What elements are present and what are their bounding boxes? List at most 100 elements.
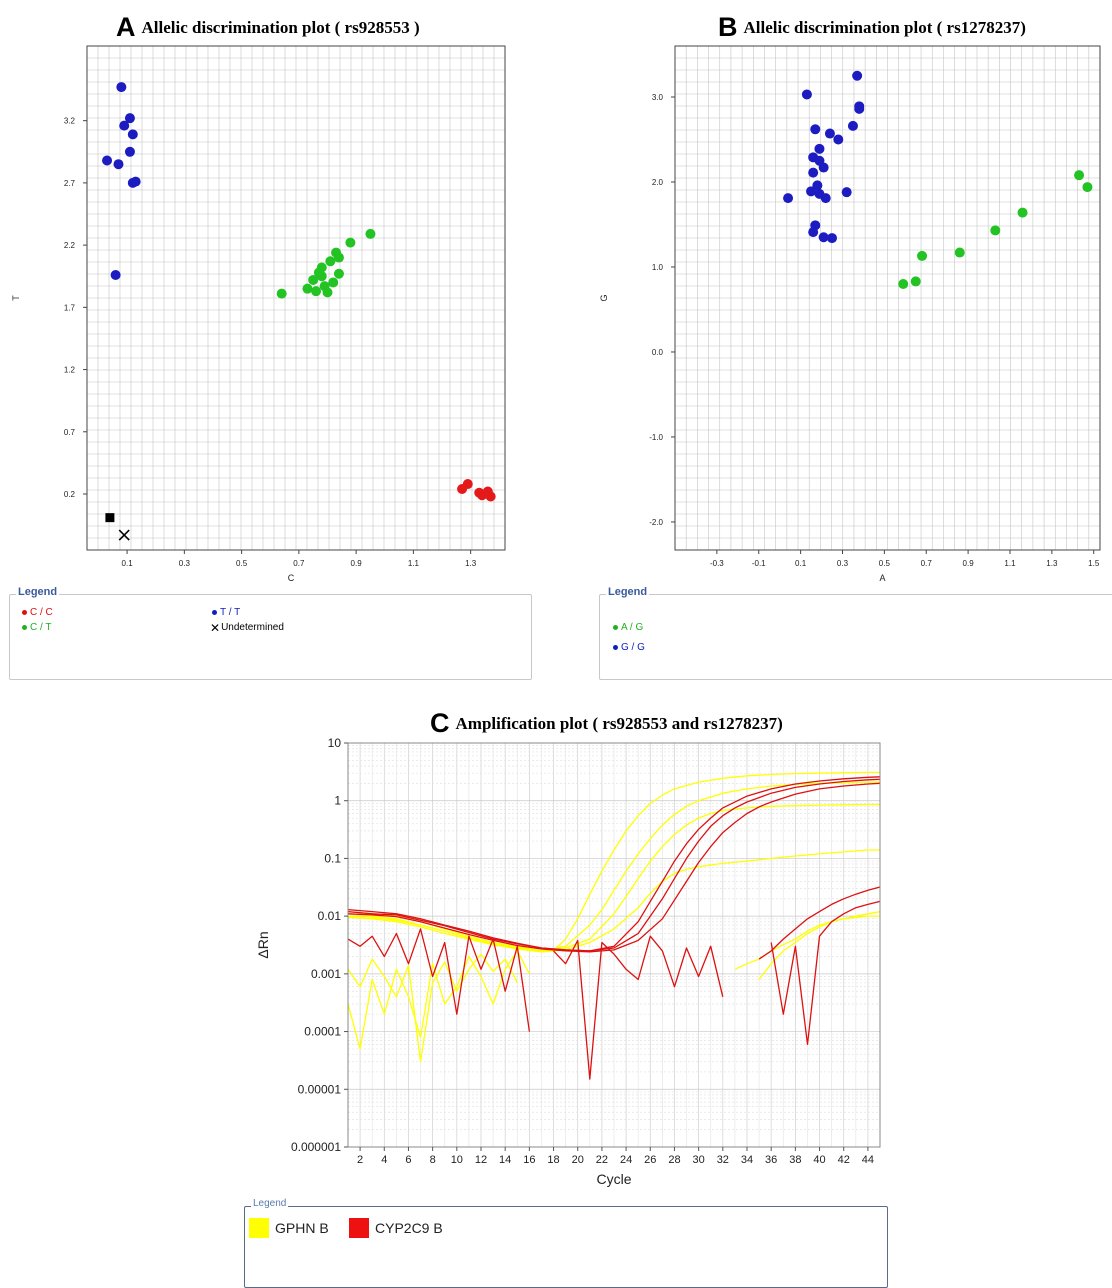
x-tick-label: 1.1 — [408, 559, 420, 568]
data-point — [1017, 207, 1028, 218]
panel-b-title-text: Allelic discrimination plot ( rs1278237) — [743, 18, 1026, 37]
legend-b-item-ag: A / G — [613, 622, 643, 633]
data-point — [898, 278, 909, 289]
x-tick-label: 16 — [523, 1154, 535, 1166]
data-point — [910, 276, 921, 287]
x-tick-label: 20 — [572, 1154, 584, 1166]
x-tick-label: 4 — [381, 1154, 387, 1166]
y-tick-label: 2.0 — [652, 178, 664, 187]
legend-panel-c: Legend GPHN B CYP2C9 B — [244, 1198, 888, 1288]
legend-a-item-undetermined: ✕ Undetermined — [210, 620, 284, 635]
panel-c-title-text: Amplification plot ( rs928553 and rs1278… — [455, 714, 783, 733]
x-tick-label: 36 — [765, 1154, 777, 1166]
legend-panel-a: Legend C / C C / T T / T ✕ Undetermined — [9, 586, 532, 680]
x-tick-label: 0.9 — [963, 559, 975, 568]
series-line-cyp2c9-b-8 — [347, 776, 881, 952]
data-point — [827, 233, 838, 244]
data-point — [783, 193, 794, 204]
y-axis-label: T — [11, 295, 21, 301]
legend-a-cc-dot-icon — [22, 610, 27, 615]
x-tick-label: 12 — [475, 1154, 487, 1166]
panel-a-letter: A — [116, 12, 136, 42]
y-tick-label: 1.0 — [652, 263, 664, 272]
panel-a-title-text: Allelic discrimination plot ( rs928553 ) — [141, 18, 420, 37]
data-point — [311, 286, 322, 297]
scatter-plot-b: -0.3 -0.1 0.1 0.3 0.5 0.7 0.9 1.1 1.3 1.5 3.0 2.0 1.… — [599, 45, 1101, 583]
grid-lines — [674, 45, 1101, 551]
series-line-gphn-b-0 — [347, 771, 880, 952]
y-tick-label: -1.0 — [649, 433, 663, 442]
data-point — [808, 167, 819, 178]
data-point — [1074, 170, 1085, 181]
data-point — [818, 232, 829, 243]
x-axis-label: C — [288, 573, 295, 583]
data-point-cross — [118, 529, 130, 541]
legend-c-cyp-swatch-icon — [349, 1218, 369, 1238]
x-tick-label: 1.5 — [1088, 559, 1100, 568]
legend-b-title: Legend — [606, 586, 650, 598]
x-tick-label: 0.5 — [879, 559, 891, 568]
y-tick-label: 0.0001 — [304, 1025, 341, 1039]
x-tick-label: 10 — [451, 1154, 463, 1166]
legend-b-ag-label: A / G — [621, 622, 644, 633]
legend-c-gphn-swatch-icon — [249, 1218, 269, 1238]
series-marker — [105, 513, 115, 523]
legend-c-item-gphn: GPHN B — [249, 1218, 329, 1238]
data-point — [325, 256, 336, 267]
series-line-cyp2c9-b-12 — [553, 935, 724, 1080]
x-axis-label: A — [879, 573, 885, 583]
data-point — [119, 120, 130, 131]
data-point — [124, 113, 135, 124]
x-tick-label: 34 — [741, 1154, 753, 1166]
series-a-g — [898, 170, 1093, 289]
x-tick-label: 0.1 — [795, 559, 807, 568]
cross-stroke — [118, 529, 130, 541]
series-line-gphn-b-4 — [347, 950, 530, 1050]
legend-c-title: Legend — [251, 1198, 289, 1209]
x-tick-label: -0.3 — [710, 559, 724, 568]
cross-icon: ✕ — [210, 620, 221, 635]
panel-b-letter: B — [718, 12, 738, 42]
series-line-gphn-b-5 — [347, 953, 518, 1063]
series-line-cyp2c9-b-14 — [770, 900, 881, 1046]
legend-c-cyp-label: CYP2C9 B — [375, 1220, 443, 1236]
x-tick-label: 18 — [547, 1154, 559, 1166]
data-point — [841, 187, 852, 198]
series-g-g — [783, 70, 865, 244]
x-tick-label: 14 — [499, 1154, 511, 1166]
data-point — [345, 237, 356, 248]
legend-panel-b: Legend A / G G / G — [599, 586, 1112, 680]
plot-border — [86, 45, 506, 551]
y-tick-label: 1.7 — [64, 303, 76, 312]
legend-c-gphn-label: GPHN B — [275, 1220, 329, 1236]
series-c-t — [276, 228, 376, 299]
x-tick-label: 1.3 — [465, 559, 477, 568]
data-point — [818, 162, 829, 173]
x-tick-label: 6 — [405, 1154, 411, 1166]
data-point — [462, 479, 473, 490]
data-point — [917, 250, 928, 261]
x-tick-label: 0.5 — [236, 559, 248, 568]
legend-a-tt-label: T / T — [220, 607, 241, 618]
panel-b-title: B Allelic discrimination plot ( rs1278237… — [718, 12, 1026, 43]
legend-b-gg-label: G / G — [621, 642, 645, 653]
data-point — [308, 274, 319, 285]
legend-b-ag-dot-icon — [613, 625, 618, 630]
y-tick-label: 0.01 — [318, 909, 342, 923]
legend-a-item-ct: C / T — [22, 622, 51, 633]
data-point — [124, 146, 135, 157]
y-tick-label: 1.2 — [64, 366, 76, 375]
x-tick-label: 28 — [668, 1154, 680, 1166]
x-tick-label: -0.1 — [752, 559, 766, 568]
legend-a-ct-label: C / T — [30, 622, 52, 633]
series-line-gphn-b-7 — [758, 910, 881, 980]
data-point — [808, 227, 819, 238]
data-point — [814, 143, 825, 154]
series-t-t — [102, 82, 141, 280]
legend-b-gg-dot-icon — [613, 645, 618, 650]
x-tick-label: 0.7 — [921, 559, 933, 568]
x-tick-label: 26 — [644, 1154, 656, 1166]
x-tick-label: 0.7 — [293, 559, 305, 568]
data-point — [333, 252, 344, 263]
panel-a-title: A Allelic discrimination plot ( rs928553 … — [116, 12, 420, 43]
